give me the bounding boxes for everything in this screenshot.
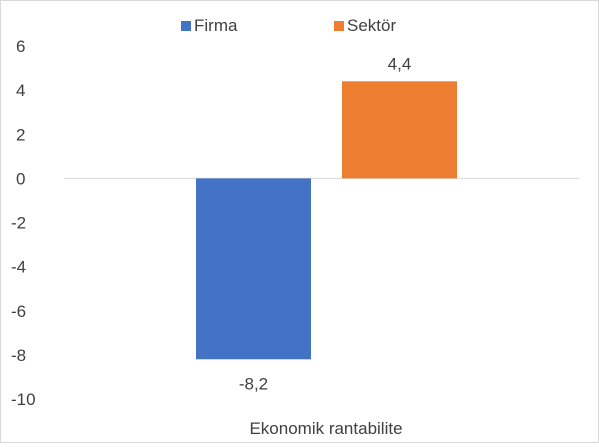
bars: [196, 81, 457, 360]
legend: Firma Sektör: [181, 16, 396, 35]
y-tick-label: -6: [11, 302, 26, 321]
y-tick-label: 6: [16, 37, 25, 56]
x-axis: Ekonomik rantabilite: [249, 419, 402, 438]
y-tick-label: 4: [16, 81, 25, 100]
y-tick-label: -10: [11, 390, 36, 409]
legend-swatch: [181, 21, 191, 31]
y-tick-label: -4: [11, 258, 26, 277]
y-tick-label: 2: [16, 125, 25, 144]
legend-label: Sektör: [347, 16, 396, 35]
legend-item: Firma: [181, 16, 238, 35]
data-labels: -8,2 4,4: [239, 54, 411, 393]
data-label: -8,2: [239, 374, 268, 393]
y-tick-label: -2: [11, 214, 26, 233]
y-tick-label: 0: [16, 169, 25, 188]
y-tick-label: -8: [11, 346, 26, 365]
legend-swatch: [334, 21, 344, 31]
y-axis: 6 4 2 0 -2 -4 -6 -8 -10: [11, 37, 36, 409]
x-category-label: Ekonomik rantabilite: [249, 419, 402, 438]
bar-firma: [196, 178, 311, 360]
legend-label: Firma: [194, 16, 238, 35]
legend-item: Sektör: [334, 16, 396, 35]
data-label: 4,4: [388, 54, 412, 73]
bar-sekt-r: [342, 81, 457, 179]
